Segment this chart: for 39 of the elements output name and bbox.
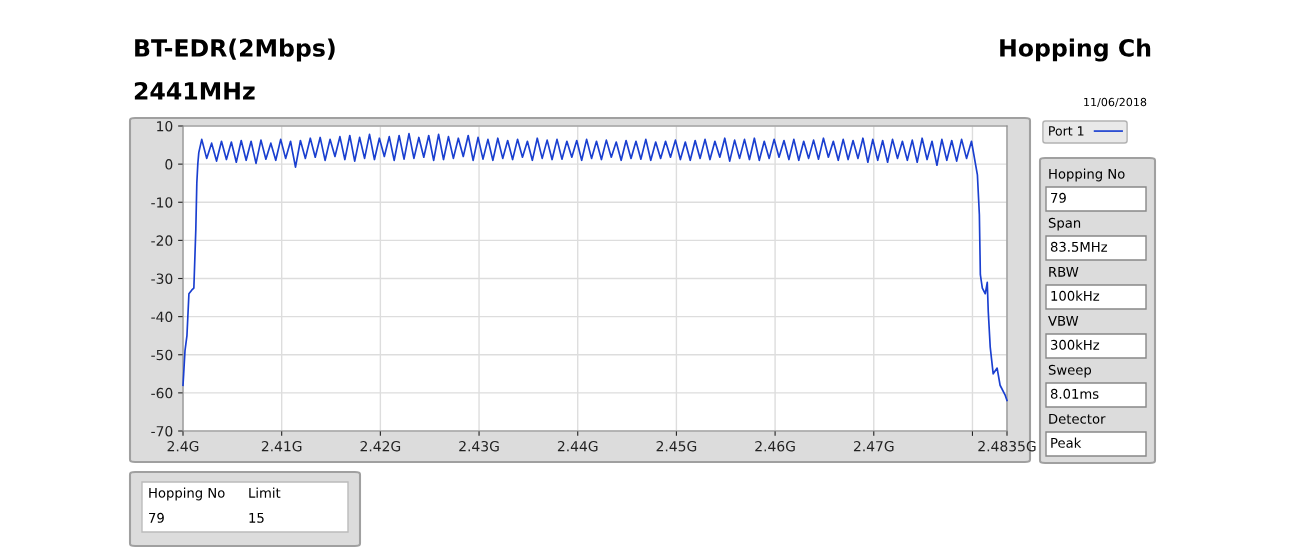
- text: Hopping No: [1049, 168, 1125, 182]
- y-tick-label: -20: [151, 235, 173, 246]
- text: 79: [1051, 192, 1066, 203]
- y-tick-label: -40: [151, 311, 173, 323]
- text: 300kHz: [1051, 339, 1100, 350]
- x-tick-label: 2.4G: [167, 440, 199, 452]
- text: 83.5MHz: [1050, 241, 1108, 252]
- text: Detector: [1049, 414, 1106, 424]
- x-tick-label: 2.44G: [557, 440, 598, 452]
- x-tick-label: 2.42G: [360, 440, 401, 452]
- text: 11/06/2018: [1084, 97, 1147, 108]
- chart-subtitle: 2441MHz: [134, 81, 255, 100]
- text: Hopping Ch: [1000, 38, 1151, 62]
- text: 79: [149, 512, 164, 523]
- x-tick-label: 2.41G: [261, 440, 302, 452]
- y-tick-label: -30: [151, 273, 173, 284]
- y-tick-label: -70: [151, 425, 173, 437]
- text: Hopping No: [149, 487, 225, 501]
- text: VBW: [1048, 316, 1079, 326]
- text: Peak: [1051, 437, 1082, 448]
- y-tick-label: -50: [151, 349, 173, 361]
- x-tick-label: 2.43G: [459, 440, 499, 452]
- y-tick-label: 0: [165, 159, 173, 170]
- text: 8.01ms: [1050, 388, 1099, 399]
- x-tick-label: 2.45G: [656, 440, 697, 452]
- x-tick-label: 2.4835G: [978, 440, 1036, 452]
- text: Limit: [249, 487, 281, 498]
- text: Span: [1048, 217, 1081, 231]
- y-tick-label: -10: [151, 197, 173, 208]
- legend-label: Port 1: [1049, 126, 1084, 136]
- text: 15: [249, 513, 264, 523]
- y-tick-label: -60: [151, 387, 173, 399]
- text: Sweep: [1048, 364, 1092, 378]
- chart-title: BT-EDR(2Mbps): [135, 38, 335, 62]
- text: RBW: [1049, 267, 1079, 277]
- x-tick-label: 2.46G: [755, 440, 795, 452]
- x-tick-label: 2.47G: [853, 440, 894, 452]
- y-tick-label: 10: [157, 120, 173, 132]
- text: 100kHz: [1051, 290, 1100, 301]
